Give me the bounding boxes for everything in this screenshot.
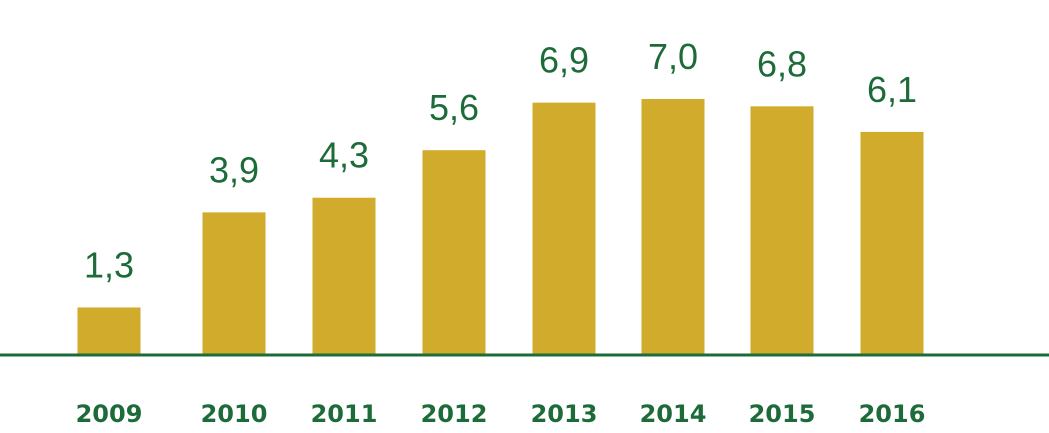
value-label-2015: 6,8 xyxy=(757,43,807,84)
x-tick-label-2010: 2010 xyxy=(201,400,268,428)
value-label-2014: 7,0 xyxy=(648,36,698,77)
value-label-2010: 3,9 xyxy=(209,149,259,190)
bar-2012 xyxy=(422,150,486,355)
value-label-2009: 1,3 xyxy=(84,244,134,285)
bar-2015 xyxy=(750,106,814,355)
x-tick-label-2015: 2015 xyxy=(749,400,816,428)
value-label-2016: 6,1 xyxy=(867,69,917,110)
bars-layer xyxy=(77,99,924,356)
value-label-2011: 4,3 xyxy=(319,135,369,176)
x-tick-label-2016: 2016 xyxy=(859,400,926,428)
value-labels-layer: 1,3 3,9 4,3 5,6 6,9 7,0 6,8 6,1 xyxy=(84,36,917,285)
bar-2010 xyxy=(202,212,266,355)
bar-2013 xyxy=(532,102,596,356)
bar-2009 xyxy=(77,307,141,355)
x-tick-labels-layer: 2009 2010 2011 2012 2013 2014 2015 2016 xyxy=(76,400,926,428)
value-label-2012: 5,6 xyxy=(429,87,479,128)
x-tick-label-2013: 2013 xyxy=(531,400,598,428)
x-tick-label-2011: 2011 xyxy=(311,400,378,428)
x-tick-label-2012: 2012 xyxy=(421,400,488,428)
bar-2014 xyxy=(641,99,705,355)
x-tick-label-2014: 2014 xyxy=(640,400,707,428)
x-tick-label-2009: 2009 xyxy=(76,400,143,428)
bar-2011 xyxy=(312,197,376,355)
bar-2016 xyxy=(860,131,924,355)
value-label-2013: 6,9 xyxy=(539,40,589,81)
